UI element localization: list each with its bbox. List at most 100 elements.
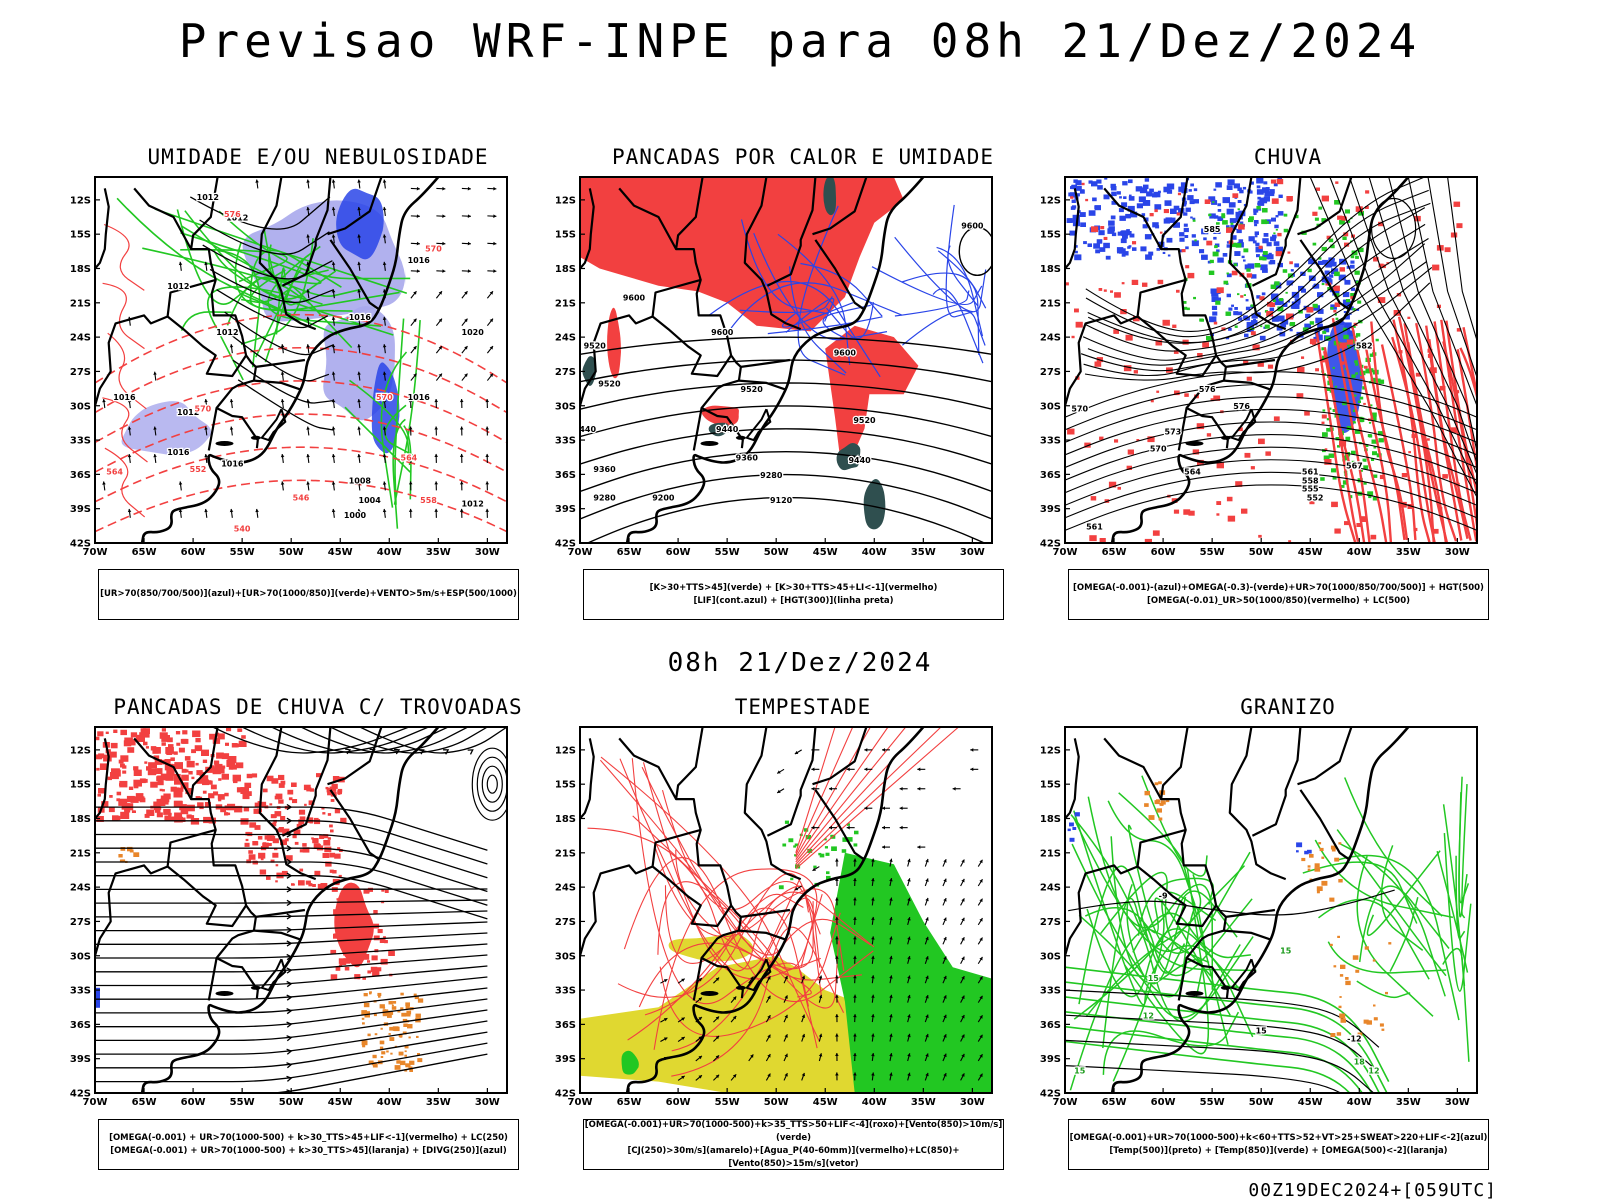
omega500-orange	[1160, 803, 1164, 806]
x-tick-label: 35W	[911, 547, 936, 558]
storm-red	[338, 789, 343, 793]
storm-red	[298, 880, 305, 885]
lake-mark	[1185, 991, 1203, 996]
omega-blue	[1121, 230, 1128, 236]
omega-green	[1368, 434, 1372, 437]
omega-blue	[1274, 225, 1278, 229]
rain-red	[1344, 521, 1349, 525]
storm-orange	[404, 1055, 407, 1057]
rain-red	[1339, 343, 1347, 349]
legend-line: [CJ(250)>30m/s](amarelo)+[Agua_P(40-60mm…	[584, 1145, 1003, 1171]
rain-red	[1422, 437, 1426, 440]
omega-blue	[1089, 210, 1096, 216]
contour-label: 1012	[216, 328, 238, 337]
storm-red	[334, 854, 340, 859]
storm-red	[182, 769, 187, 773]
omega500-orange	[1345, 977, 1349, 980]
omega-blue	[1246, 299, 1249, 301]
y-tick-label: 21S	[555, 848, 576, 859]
storm-red	[372, 955, 378, 960]
omega-green	[1209, 271, 1215, 275]
wind850-speck	[779, 885, 784, 889]
rain-red	[1407, 317, 1410, 319]
omega-blue	[1117, 247, 1123, 252]
storm-red	[120, 730, 127, 735]
rain-red	[1442, 474, 1448, 479]
storm-red	[106, 732, 109, 734]
wind850-speck	[854, 843, 858, 846]
omega-blue	[1194, 188, 1197, 191]
y-tick-label: 24S	[555, 883, 576, 894]
omega-green	[1379, 380, 1384, 384]
omega-green	[1222, 220, 1228, 225]
omega-blue	[1214, 189, 1217, 191]
panel-legend: [OMEGA(-0.001)-(azul)+OMEGA(-0.3)-(verde…	[1068, 569, 1489, 620]
rain-red	[1232, 271, 1238, 276]
rain-red	[1214, 322, 1217, 325]
contour-label: 561	[1086, 522, 1103, 531]
rain-red	[1258, 535, 1262, 538]
contour-label: 567	[1346, 462, 1363, 471]
y-tick-label: 12S	[555, 745, 576, 756]
omega-blue	[1184, 228, 1189, 232]
storm-red	[295, 842, 299, 845]
rain-red	[1335, 181, 1338, 184]
x-tick-label: 70W	[1053, 547, 1078, 558]
omega500-orange	[1145, 791, 1151, 795]
storm-orange	[390, 1053, 392, 1055]
storm-red	[119, 803, 122, 806]
contour-label: -9	[1159, 892, 1168, 901]
contour-label: 18	[1354, 1057, 1366, 1066]
rain-red	[1258, 439, 1265, 445]
panel-title: UMIDADE E/OU NEBULOSIDADE	[83, 145, 553, 169]
rain-red	[1297, 367, 1305, 373]
rain-red	[1380, 475, 1385, 479]
storm-red	[269, 803, 272, 805]
contour-label: 1012	[167, 282, 189, 291]
wind850-speck	[820, 854, 825, 858]
storm-red	[252, 841, 257, 845]
y-tick-label: 15S	[1040, 780, 1061, 791]
omega500-orange	[1318, 842, 1321, 844]
rain-red	[1363, 403, 1366, 405]
storm-red	[237, 728, 241, 732]
omega-blue	[1137, 203, 1143, 208]
x-tick-label: 45W	[328, 1097, 353, 1108]
storm-red	[266, 876, 271, 880]
storm-red	[181, 808, 189, 814]
omega-green	[1265, 325, 1270, 329]
omega500-orange	[1341, 1018, 1347, 1022]
y-tick-label: 36S	[555, 1020, 576, 1031]
omega-blue	[1167, 184, 1174, 190]
storm-red	[388, 951, 395, 956]
omega-blue	[1152, 222, 1159, 227]
y-tick-label: 18S	[1040, 264, 1061, 275]
storm-red	[96, 768, 99, 771]
storm-red	[331, 974, 338, 979]
omega-blue	[1228, 308, 1232, 311]
omega-blue	[1199, 249, 1204, 253]
rain-red	[1153, 530, 1160, 535]
omega-green	[1221, 215, 1225, 218]
storm-red	[349, 954, 353, 957]
rain-red	[1104, 289, 1107, 291]
rain-red	[1238, 224, 1245, 229]
storm-red	[306, 787, 311, 791]
contour-label: 9440	[574, 425, 597, 434]
omega-green	[1346, 299, 1350, 302]
storm-red	[333, 909, 340, 914]
y-tick-label: 30S	[1040, 951, 1061, 962]
hail-blue	[1304, 851, 1308, 855]
storm-orange	[395, 1065, 401, 1070]
rain-red	[1072, 336, 1075, 338]
rain-red	[1114, 292, 1121, 298]
rain-red	[1301, 356, 1304, 359]
storm-red	[160, 732, 168, 739]
storm-orange	[416, 1036, 419, 1038]
rain-red	[1334, 529, 1340, 534]
omega-blue	[1163, 252, 1166, 254]
panel-title: CHUVA	[1053, 145, 1523, 169]
